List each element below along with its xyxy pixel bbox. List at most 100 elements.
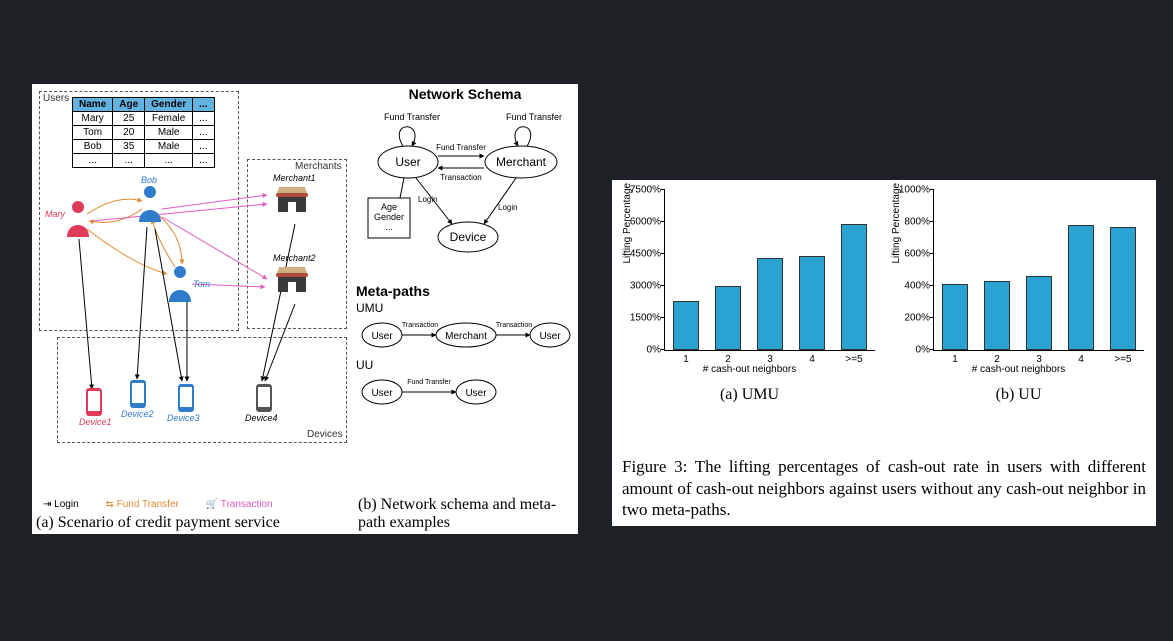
ytick: 4500% bbox=[630, 249, 661, 260]
bar bbox=[1110, 227, 1135, 350]
users-table-col: ... bbox=[193, 98, 214, 112]
chart-plot: 0%200%400%600%800%1000%1234>=5 bbox=[933, 190, 1144, 351]
svg-text:Merchant: Merchant bbox=[445, 331, 487, 342]
users-table-cell: ... bbox=[193, 154, 214, 168]
ytick: 200% bbox=[904, 313, 930, 324]
users-box-label: Users bbox=[43, 93, 69, 104]
ytick: 0% bbox=[916, 345, 930, 356]
users-table-col: Age bbox=[113, 98, 145, 112]
ytick: 3000% bbox=[630, 281, 661, 292]
schema-diagram: Fund Transfer Fund Transfer User Merchan… bbox=[356, 102, 574, 272]
device3-label: Device3 bbox=[167, 413, 200, 423]
bar bbox=[673, 301, 698, 350]
metapath-umu-diagram: User Merchant User Transaction Transacti… bbox=[356, 317, 574, 351]
svg-text:User: User bbox=[371, 331, 393, 342]
bar bbox=[984, 281, 1009, 350]
users-table-cell: 25 bbox=[113, 112, 145, 126]
users-table-cell: 35 bbox=[113, 140, 145, 154]
svg-text:Gender: Gender bbox=[374, 212, 404, 222]
node-user: User bbox=[395, 155, 420, 169]
ytick: 600% bbox=[904, 249, 930, 260]
merchants-box-label: Merchants bbox=[295, 161, 342, 172]
svg-text:User: User bbox=[539, 331, 561, 342]
bar bbox=[799, 256, 824, 350]
merchant2-icon bbox=[275, 264, 309, 294]
scenario-area: Users Merchants Devices NameAgeGender...… bbox=[37, 89, 357, 514]
users-table-cell: Bob bbox=[73, 140, 113, 154]
devices-box-label: Devices bbox=[307, 429, 343, 440]
merchant2-label: Merchant2 bbox=[273, 253, 316, 263]
svg-text:Login: Login bbox=[498, 203, 518, 212]
svg-text:User: User bbox=[371, 388, 393, 399]
chart-subcaption: (b) UU bbox=[889, 386, 1148, 404]
users-table-cell: 20 bbox=[113, 126, 145, 140]
svg-text:...: ... bbox=[385, 222, 393, 232]
users-table-cell: ... bbox=[73, 154, 113, 168]
right-figure: Lifting Percentage0%1500%3000%4500%6000%… bbox=[612, 180, 1156, 526]
svg-text:Age: Age bbox=[381, 202, 397, 212]
device1-label: Device1 bbox=[79, 417, 112, 427]
metapath-uu-diagram: User User Fund Transfer bbox=[356, 374, 574, 408]
device2-label: Device2 bbox=[121, 409, 154, 419]
users-table-cell: ... bbox=[145, 154, 193, 168]
left-caption-a: (a) Scenario of credit payment service bbox=[36, 514, 348, 532]
mary-icon bbox=[65, 199, 91, 237]
legend-fund: Fund Transfer bbox=[117, 499, 179, 510]
svg-text:Transaction: Transaction bbox=[440, 173, 482, 182]
users-table-cell: ... bbox=[113, 154, 145, 168]
tom-label: Tom bbox=[193, 279, 210, 289]
svg-text:Transaction: Transaction bbox=[496, 322, 532, 329]
device4-label: Device4 bbox=[245, 413, 278, 423]
merchant1-icon bbox=[275, 184, 309, 214]
edge-ft-merchant: Fund Transfer bbox=[506, 112, 562, 122]
ytick: 800% bbox=[904, 217, 930, 228]
chart-uu: Lifting Percentage0%200%400%600%800%1000… bbox=[889, 184, 1148, 414]
left-caption-b: (b) Network schema and meta-path example… bbox=[358, 496, 576, 532]
users-table: NameAgeGender... Mary25Female...Tom20Mal… bbox=[72, 97, 215, 168]
svg-text:User: User bbox=[465, 388, 487, 399]
chart-subcaption: (a) UMU bbox=[620, 386, 879, 404]
metapath-umu-label: UMU bbox=[356, 301, 574, 315]
metapaths-title: Meta-paths bbox=[356, 283, 574, 299]
device2-icon bbox=[129, 379, 147, 409]
users-table-col: Gender bbox=[145, 98, 193, 112]
svg-text:Transaction: Transaction bbox=[402, 322, 438, 329]
chart-xlabel: # cash-out neighbors bbox=[620, 364, 879, 375]
bar bbox=[942, 284, 967, 350]
ytick: 6000% bbox=[630, 217, 661, 228]
users-table-cell: Male bbox=[145, 140, 193, 154]
edge-ft-user: Fund Transfer bbox=[384, 112, 440, 122]
ytick: 1500% bbox=[630, 313, 661, 324]
users-table-cell: ... bbox=[193, 126, 214, 140]
device4-icon bbox=[255, 383, 273, 413]
bar bbox=[841, 224, 866, 350]
ytick: 400% bbox=[904, 281, 930, 292]
bar bbox=[1068, 225, 1093, 350]
users-table-cell: Female bbox=[145, 112, 193, 126]
node-device: Device bbox=[450, 230, 487, 244]
bar bbox=[757, 258, 782, 350]
svg-text:Login: Login bbox=[418, 195, 438, 204]
left-figure: Users Merchants Devices NameAgeGender...… bbox=[32, 84, 578, 534]
legend-login: Login bbox=[54, 499, 78, 510]
chart-plot: 0%1500%3000%4500%6000%7500%1234>=5 bbox=[664, 190, 875, 351]
chart-xlabel: # cash-out neighbors bbox=[889, 364, 1148, 375]
svg-text:Fund Transfer: Fund Transfer bbox=[407, 379, 451, 386]
device1-icon bbox=[85, 387, 103, 417]
schema-area: Network Schema Fund Transfer Fund Transf… bbox=[356, 86, 574, 506]
svg-text:Fund Transfer: Fund Transfer bbox=[436, 143, 486, 152]
legend-txn: Transaction bbox=[221, 499, 273, 510]
ytick: 0% bbox=[647, 345, 661, 356]
users-table-cell: Male bbox=[145, 126, 193, 140]
scenario-legend: ⇥ Login ⇆ Fund Transfer 🛒 Transaction bbox=[43, 499, 297, 510]
schema-title: Network Schema bbox=[356, 86, 574, 102]
metapath-uu-label: UU bbox=[356, 358, 574, 372]
users-table-cell: Mary bbox=[73, 112, 113, 126]
ytick: 7500% bbox=[630, 185, 661, 196]
ytick: 1000% bbox=[899, 185, 930, 196]
figure3-caption: Figure 3: The lifting percentages of cas… bbox=[622, 456, 1146, 520]
node-merchant: Merchant bbox=[496, 155, 547, 169]
users-table-cell: Tom bbox=[73, 126, 113, 140]
bar bbox=[715, 286, 740, 350]
tom-icon bbox=[167, 264, 193, 302]
